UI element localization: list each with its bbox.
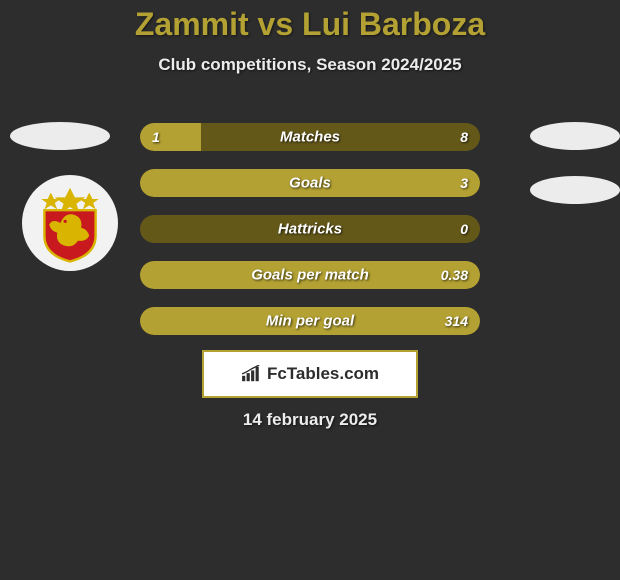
bar-value-right: 314 xyxy=(445,313,468,329)
bar-value-left: 1 xyxy=(152,129,160,145)
bar-chart-icon xyxy=(241,365,263,383)
brand-name: FcTables.com xyxy=(267,364,379,384)
bar-label: Hattricks xyxy=(278,221,342,238)
bar-fill-left xyxy=(140,123,201,151)
player-placeholder-right-1 xyxy=(530,122,620,150)
comparison-bars: Matches 1 8 Goals 3 Hattricks 0 Goals per match… xyxy=(140,123,480,353)
player-placeholder-left xyxy=(10,122,110,150)
player-placeholder-right-2 xyxy=(530,176,620,204)
bar-label: Min per goal xyxy=(266,313,354,330)
club-badge xyxy=(22,175,118,271)
bar-row: Goals 3 xyxy=(140,169,480,197)
brand-box: FcTables.com xyxy=(202,350,418,398)
page-title: Zammit vs Lui Barboza xyxy=(0,0,620,43)
bar-value-right: 8 xyxy=(460,129,468,145)
bar-row: Matches 1 8 xyxy=(140,123,480,151)
bar-value-right: 3 xyxy=(460,175,468,191)
bar-row: Min per goal 314 xyxy=(140,307,480,335)
bar-label: Matches xyxy=(280,129,340,146)
bar-label: Goals per match xyxy=(251,267,369,284)
valletta-crest-icon xyxy=(30,183,110,263)
bar-value-right: 0 xyxy=(460,221,468,237)
subtitle: Club competitions, Season 2024/2025 xyxy=(0,55,620,75)
bar-value-right: 0.38 xyxy=(441,267,468,283)
bar-row: Goals per match 0.38 xyxy=(140,261,480,289)
date-label: 14 february 2025 xyxy=(0,410,620,430)
bar-row: Hattricks 0 xyxy=(140,215,480,243)
bar-label: Goals xyxy=(289,175,331,192)
